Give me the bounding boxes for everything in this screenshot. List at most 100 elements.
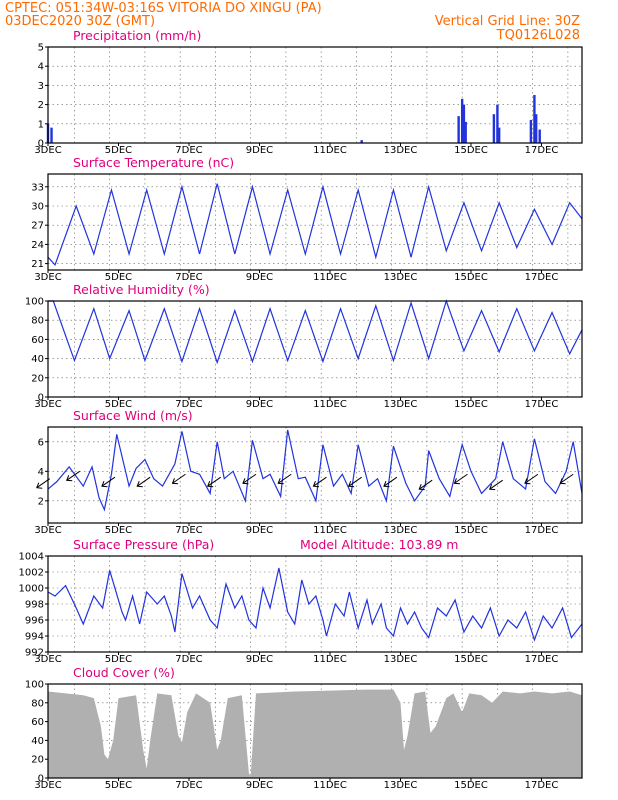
y-tick-label: 100 — [25, 680, 44, 691]
panels: 0 1 2 3 4 5 3DEC 5DEC 7DEC 9DEC 11DEC 13DEC 15DEC 17D… — [19, 28, 583, 791]
y-tick-label: 5 — [38, 43, 44, 54]
wind-arrow — [383, 476, 398, 488]
x-tick-label: 15DEC — [454, 654, 488, 665]
x-tick-label: 9DEC — [246, 272, 273, 283]
y-tick-label: 4 — [38, 62, 44, 73]
cloud-area — [48, 689, 582, 778]
press-subtitle: Model Altitude: 103.89 m — [300, 537, 458, 552]
wind-arrow — [242, 473, 257, 485]
y-tick-label: 0 — [38, 393, 44, 404]
wind-arrow — [524, 473, 539, 485]
precip-frame — [47, 46, 583, 144]
press-title: Surface Pressure (hPa) — [73, 537, 214, 552]
wind-arrow — [488, 479, 503, 491]
x-tick-label: 7DEC — [175, 272, 202, 283]
precip-bar — [497, 127, 501, 143]
cloud-panel: 0 20 40 60 80 100 3DEC 5DEC 7DEC 9DEC 11DEC 13DEC 15… — [25, 665, 583, 791]
x-tick-label: 15DEC — [454, 399, 488, 410]
wind-arrow — [418, 479, 433, 491]
x-tick-label: 7DEC — [175, 525, 202, 536]
wind-arrow — [453, 473, 468, 485]
x-tick-label: 7DEC — [175, 780, 202, 791]
x-tick-label: 11DEC — [313, 654, 347, 665]
x-tick-label: 3DEC — [34, 272, 61, 283]
precip-bar — [460, 98, 464, 143]
x-tick-label: 13DEC — [384, 272, 418, 283]
precip-bar — [50, 127, 53, 143]
y-tick-label: 30 — [31, 202, 44, 213]
press-line — [47, 567, 583, 642]
y-tick-label: 80 — [31, 316, 44, 327]
header-station: CPTEC: 051:34W-03:16S VITORIA DO XINGU (… — [5, 1, 322, 16]
x-tick-label: 17DEC — [525, 525, 559, 536]
y-tick-label: 40 — [31, 354, 44, 365]
x-tick-label: 13DEC — [384, 780, 418, 791]
x-tick-label: 11DEC — [313, 525, 347, 536]
header-model: TQ0126L028 — [496, 28, 580, 43]
x-tick-label: 15DEC — [454, 525, 488, 536]
x-tick-label: 3DEC — [34, 145, 61, 156]
press-panel: 992 994 996 998 1000 1002 1004 3DEC 5DEC 7DEC 9DEC… — [19, 537, 583, 665]
wind-arrow — [101, 476, 116, 488]
x-tick-label: 5DEC — [105, 780, 132, 791]
y-tick-label: 20 — [31, 373, 44, 384]
rh-frame — [47, 300, 583, 398]
wind-line — [47, 429, 583, 512]
x-tick-label: 5DEC — [105, 145, 132, 156]
cloud-title: Cloud Cover (%) — [73, 665, 175, 680]
y-tick-label: 0 — [38, 139, 44, 150]
x-tick-label: 17DEC — [525, 654, 559, 665]
y-tick-label: 992 — [25, 648, 44, 659]
rh-title: Relative Humidity (%) — [73, 282, 210, 297]
wind-panel: 2 4 6 3DEC 5DEC 7DEC 9DEC 11DEC 13DEC 15DEC 17DEC S… — [34, 408, 583, 536]
y-tick-label: 996 — [25, 616, 44, 627]
y-tick-label: 0 — [38, 774, 44, 785]
x-tick-label: 5DEC — [105, 654, 132, 665]
y-tick-label: 1002 — [19, 568, 44, 579]
x-tick-label: 17DEC — [525, 780, 559, 791]
x-tick-label: 7DEC — [175, 399, 202, 410]
precip-bar — [529, 119, 533, 143]
precip-panel: 0 1 2 3 4 5 3DEC 5DEC 7DEC 9DEC 11DEC 13DEC 15DEC 17D… — [34, 28, 583, 156]
precip-bar — [492, 114, 496, 143]
wind-arrow — [347, 476, 362, 488]
x-tick-label: 17DEC — [525, 272, 559, 283]
wind-arrow — [66, 470, 81, 482]
y-tick-label: 1000 — [19, 584, 44, 595]
precip-bar — [496, 104, 499, 143]
temp-panel: 21 24 27 30 33 3DEC 5DEC 7DEC 9DEC 11DEC 13DEC 15DE… — [31, 155, 583, 283]
header-datetime: 03DEC2020 30Z (GMT) — [5, 14, 155, 29]
y-tick-label: 21 — [31, 259, 44, 270]
y-tick-label: 60 — [31, 335, 44, 346]
x-tick-label: 15DEC — [454, 145, 488, 156]
temp-title: Surface Temperature (nC) — [73, 155, 234, 170]
x-tick-label: 9DEC — [246, 145, 273, 156]
x-tick-label: 5DEC — [105, 399, 132, 410]
y-tick-label: 998 — [25, 600, 44, 611]
y-tick-label: 100 — [25, 297, 44, 308]
header-grid-line: Vertical Grid Line: 30Z — [435, 14, 580, 29]
x-tick-label: 7DEC — [175, 654, 202, 665]
precip-bar — [533, 95, 536, 143]
x-tick-label: 17DEC — [525, 145, 559, 156]
temp-frame — [47, 173, 583, 271]
x-tick-label: 15DEC — [454, 780, 488, 791]
rh-panel: 0 20 40 60 80 100 3DEC 5DEC 7DEC 9DEC 11DEC 13DEC 15… — [25, 282, 583, 410]
y-tick-label: 24 — [31, 240, 44, 251]
y-tick-label: 1 — [38, 119, 44, 130]
x-tick-label: 3DEC — [34, 654, 61, 665]
precip-title: Precipitation (mm/h) — [73, 28, 201, 43]
temp-line — [47, 183, 583, 267]
wind-title: Surface Wind (m/s) — [73, 408, 193, 423]
x-tick-label: 11DEC — [313, 399, 347, 410]
x-tick-label: 9DEC — [246, 780, 273, 791]
x-tick-label: 11DEC — [313, 272, 347, 283]
wind-arrow — [136, 476, 151, 488]
wind-arrow — [559, 473, 574, 485]
precip-bar — [360, 140, 363, 143]
x-tick-label: 7DEC — [175, 145, 202, 156]
y-tick-label: 33 — [31, 182, 44, 193]
x-tick-label: 9DEC — [246, 399, 273, 410]
x-tick-label: 13DEC — [384, 399, 418, 410]
x-tick-label: 5DEC — [105, 272, 132, 283]
